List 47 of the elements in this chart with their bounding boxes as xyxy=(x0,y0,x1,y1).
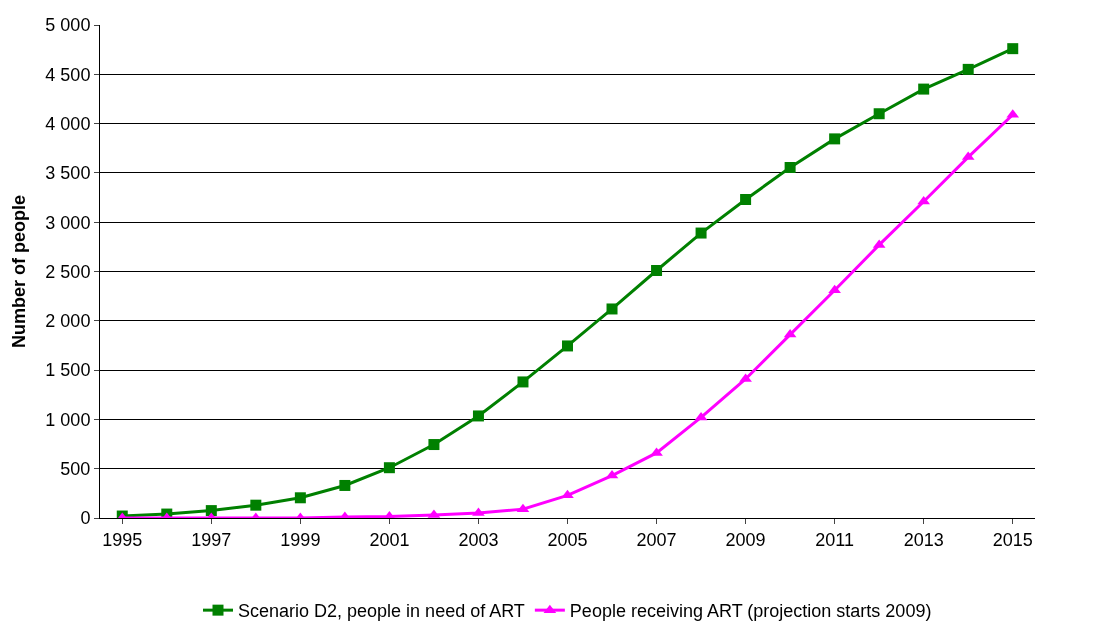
x-tick-label: 2015 xyxy=(992,529,1033,550)
point xyxy=(562,340,573,352)
point xyxy=(205,505,217,517)
y-tick-label: 1 000 xyxy=(45,409,91,430)
x-tick-label: 2001 xyxy=(369,529,410,550)
point xyxy=(740,194,752,206)
x-tick-label: 2011 xyxy=(815,529,854,550)
y-tick-label: 0 xyxy=(80,508,91,529)
x-tick-label: 2007 xyxy=(636,529,677,550)
point xyxy=(339,479,351,491)
legend-label: Scenario D2, people in need of ART xyxy=(238,601,525,622)
y-axis-title: Number of people xyxy=(8,194,29,349)
x-tick-label: 1999 xyxy=(280,529,321,550)
y-tick-label: 2 000 xyxy=(45,311,91,332)
point xyxy=(694,411,708,421)
point xyxy=(606,303,618,315)
point xyxy=(917,195,931,205)
y-tick-label: 500 xyxy=(60,459,91,479)
y-tick-label: 4 500 xyxy=(45,64,91,85)
y-tick-label: 4 000 xyxy=(45,113,91,134)
point xyxy=(695,227,707,239)
point xyxy=(383,462,395,474)
point xyxy=(829,133,841,145)
x-tick-label: 1995 xyxy=(102,529,143,550)
point xyxy=(472,410,484,422)
point xyxy=(561,489,574,499)
point xyxy=(1007,43,1019,55)
point xyxy=(873,108,885,120)
x-tick-label: 2013 xyxy=(903,529,944,550)
point xyxy=(918,83,930,95)
point xyxy=(517,376,529,388)
point xyxy=(962,63,974,75)
point xyxy=(784,161,796,173)
point xyxy=(651,265,663,277)
y-tick-label: 3 500 xyxy=(45,163,91,184)
y-tick-label: 3 000 xyxy=(45,212,91,233)
legend-label: People receiving ART (projection starts 2009) xyxy=(569,601,932,622)
x-tick-label: 2005 xyxy=(547,529,588,550)
point xyxy=(294,492,306,504)
point xyxy=(250,499,262,511)
y-tick-label: 2 500 xyxy=(45,261,91,282)
y-tick-label: 5 000 xyxy=(45,15,91,36)
x-tick-label: 2003 xyxy=(458,529,499,550)
point xyxy=(428,439,440,451)
x-tick-label: 1997 xyxy=(191,529,232,550)
y-tick-label: 1 500 xyxy=(45,360,91,381)
x-tick-label: 2009 xyxy=(725,529,766,550)
